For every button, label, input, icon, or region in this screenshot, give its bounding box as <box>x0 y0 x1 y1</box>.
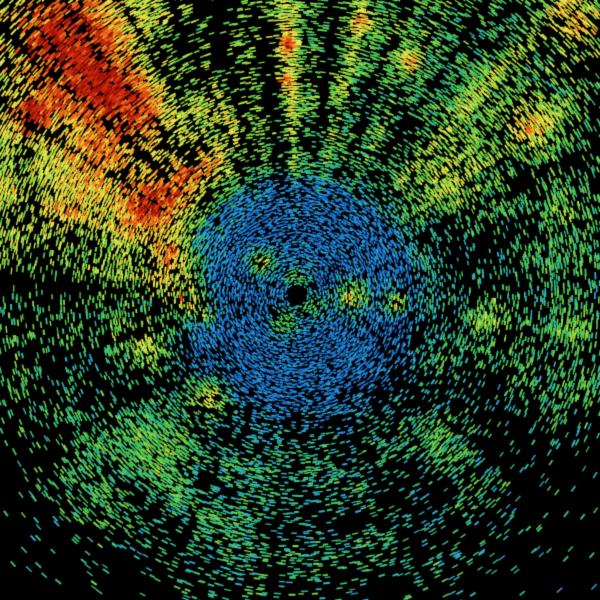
radar-reflectivity-image <box>0 0 600 600</box>
radar-ppi-display <box>0 0 600 600</box>
